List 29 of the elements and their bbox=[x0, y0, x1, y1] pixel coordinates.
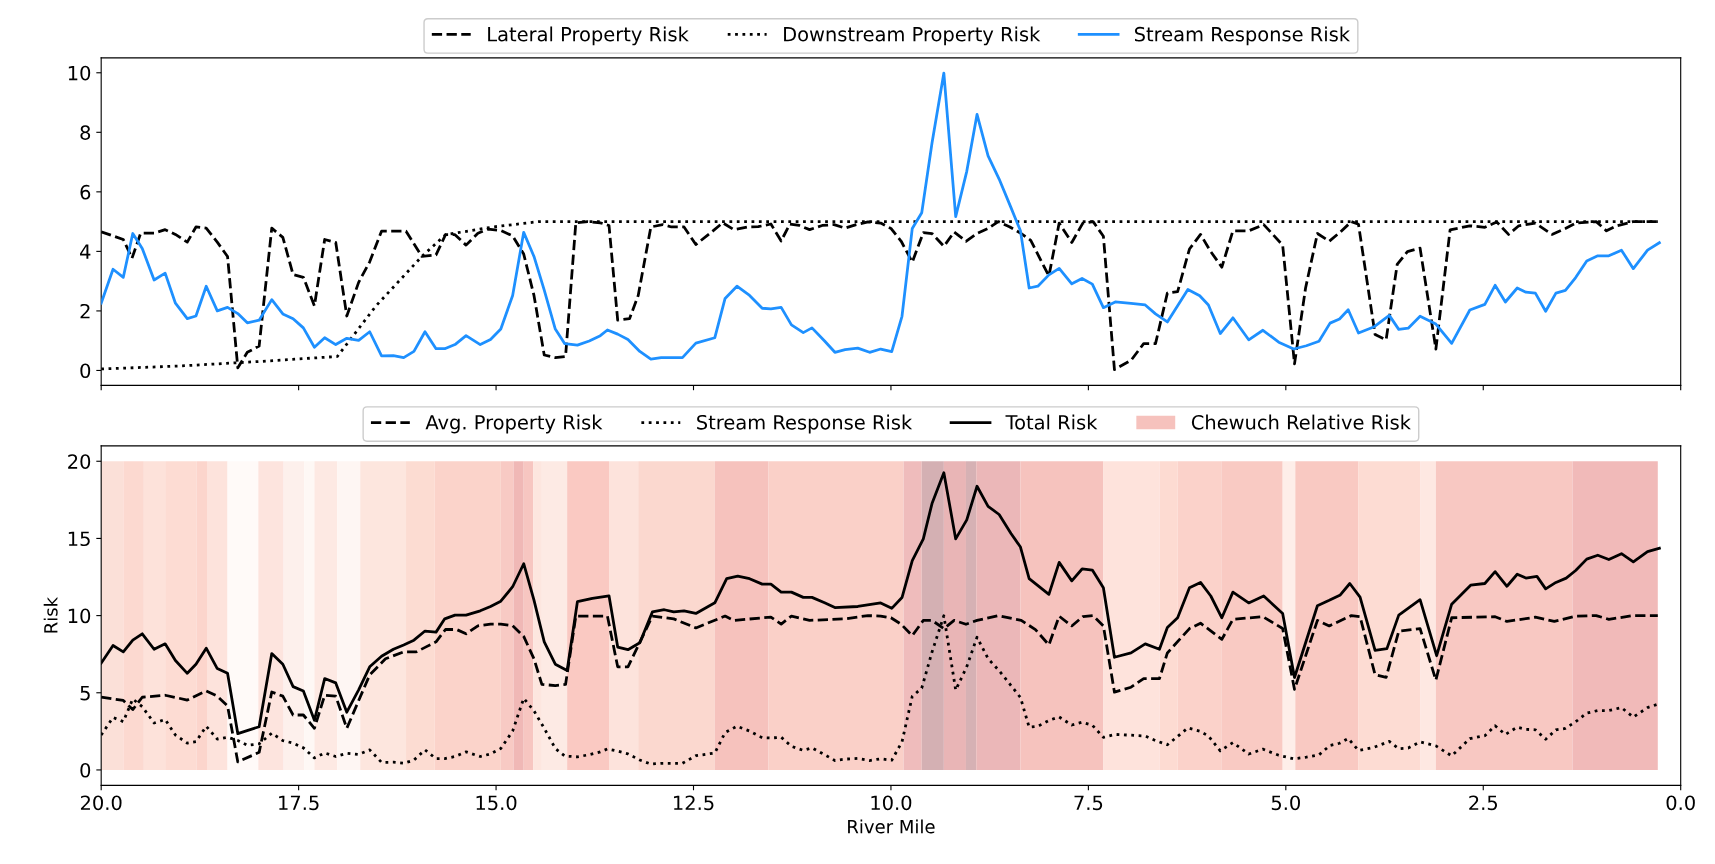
y-tick-label: 8 bbox=[80, 125, 91, 140]
x-tick-label: 7.5 bbox=[1074, 795, 1103, 811]
y-axis-title: Risk bbox=[43, 596, 58, 633]
x-tick-label: 17.5 bbox=[279, 795, 319, 811]
y-tick-label: 5 bbox=[80, 685, 90, 701]
y-tick-label: 0 bbox=[80, 762, 91, 778]
legend-label: Avg. Property Risk bbox=[425, 414, 603, 434]
x-tick-label: 0.0 bbox=[1666, 795, 1695, 811]
y-tick-label: 0 bbox=[80, 363, 91, 379]
y-tick-label: 4 bbox=[80, 244, 91, 259]
y-tick-label: 6 bbox=[80, 184, 91, 200]
y-tick-label: 20 bbox=[68, 454, 91, 469]
y-tick-label: 10 bbox=[68, 608, 91, 624]
legend-label: Downstream Property Risk bbox=[784, 26, 1041, 46]
x-tick-label: 2.5 bbox=[1469, 795, 1498, 811]
legend-label: Chewuch Relative Risk bbox=[1191, 414, 1411, 430]
y-tick-label: 15 bbox=[68, 531, 90, 547]
x-tick-label: 10.0 bbox=[871, 795, 912, 811]
legend-label: Stream Response Risk bbox=[1134, 26, 1351, 46]
x-tick-label: 20.0 bbox=[80, 795, 122, 811]
y-tick-label: 2 bbox=[80, 303, 90, 319]
x-axis-title: River Mile bbox=[848, 819, 935, 834]
legend-label: Total Risk bbox=[1005, 414, 1098, 430]
y-tick-label: 10 bbox=[68, 65, 91, 81]
legend-label: Lateral Property Risk bbox=[488, 26, 689, 46]
x-tick-label: 5.0 bbox=[1271, 795, 1300, 811]
x-tick-label: 12.5 bbox=[673, 795, 714, 811]
legend-label: Stream Response Risk bbox=[697, 414, 913, 434]
x-tick-label: 15.0 bbox=[476, 795, 517, 811]
